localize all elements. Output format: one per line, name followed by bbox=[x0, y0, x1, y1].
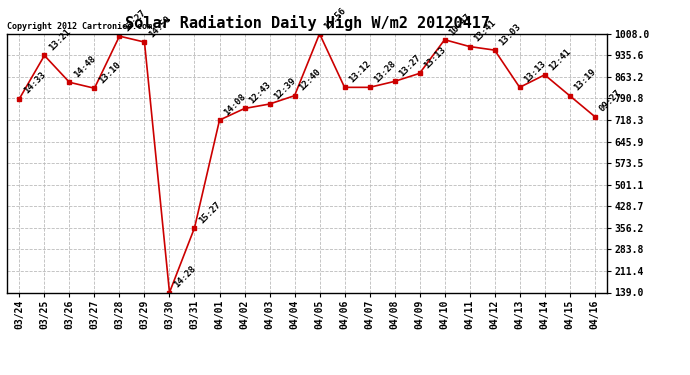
Text: 10:47: 10:47 bbox=[447, 12, 473, 37]
Text: 14:48: 14:48 bbox=[72, 54, 97, 80]
Text: 13:12: 13:12 bbox=[347, 59, 373, 85]
Text: 14:28: 14:28 bbox=[172, 264, 197, 290]
Title: Solar Radiation Daily High W/m2 20120417: Solar Radiation Daily High W/m2 20120417 bbox=[125, 15, 489, 31]
Text: Copyright 2012 Cartronics.com: Copyright 2012 Cartronics.com bbox=[7, 22, 152, 31]
Text: 14:08: 14:08 bbox=[222, 92, 248, 117]
Text: 12:27: 12:27 bbox=[122, 8, 148, 33]
Text: 14:33: 14:33 bbox=[22, 70, 48, 96]
Text: 15:27: 15:27 bbox=[197, 200, 223, 225]
Text: 11:56: 11:56 bbox=[322, 6, 348, 31]
Text: 12:43: 12:43 bbox=[247, 80, 273, 106]
Text: 14:50: 14:50 bbox=[147, 14, 172, 39]
Text: 12:41: 12:41 bbox=[547, 47, 573, 72]
Text: 09:27: 09:27 bbox=[598, 88, 623, 114]
Text: 13:10: 13:10 bbox=[97, 60, 123, 86]
Text: 13:27: 13:27 bbox=[397, 53, 423, 79]
Text: 13:41: 13:41 bbox=[473, 18, 497, 44]
Text: 13:28: 13:28 bbox=[373, 59, 397, 85]
Text: 13:19: 13:19 bbox=[573, 68, 598, 93]
Text: 12:39: 12:39 bbox=[273, 76, 297, 101]
Text: 13:13: 13:13 bbox=[422, 45, 448, 70]
Text: 13:21: 13:21 bbox=[47, 27, 72, 53]
Text: 13:13: 13:13 bbox=[522, 59, 548, 85]
Text: 12:40: 12:40 bbox=[297, 68, 323, 93]
Text: 13:03: 13:03 bbox=[497, 22, 523, 47]
